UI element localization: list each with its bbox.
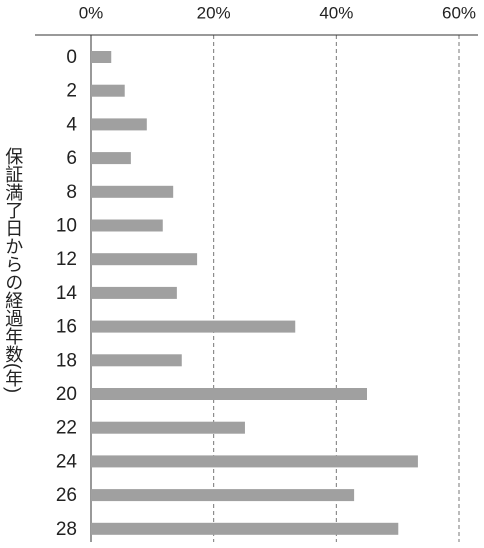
bar xyxy=(91,84,125,97)
y-tick-label: 10 xyxy=(56,216,77,237)
bar xyxy=(91,522,399,535)
bar xyxy=(91,219,163,232)
bar xyxy=(91,253,198,266)
bar xyxy=(91,118,147,131)
bar xyxy=(91,354,182,367)
y-tick-label: 18 xyxy=(56,350,77,371)
bar xyxy=(91,152,131,165)
bar xyxy=(91,286,177,299)
y-tick-label: 22 xyxy=(56,418,77,439)
y-tick-label: 2 xyxy=(66,81,77,102)
y-tick-label: 16 xyxy=(56,317,77,338)
y-tick-label: 12 xyxy=(56,249,77,270)
x-tick-label: 20% xyxy=(197,3,231,22)
y-axis-label: 保証満了日からの経過年数(年) xyxy=(3,147,23,393)
bar xyxy=(91,455,418,468)
bar xyxy=(91,388,367,400)
y-tick-label: 8 xyxy=(66,182,77,203)
y-tick-label: 14 xyxy=(56,283,78,304)
bar xyxy=(91,421,245,434)
y-tick-label: 26 xyxy=(56,485,77,506)
y-tick-label: 20 xyxy=(56,384,77,405)
bar xyxy=(91,320,296,333)
bar xyxy=(91,185,174,198)
bar xyxy=(91,51,112,63)
y-tick-label: 0 xyxy=(66,47,77,68)
x-tick-label: 60% xyxy=(442,3,476,22)
y-tick-label: 4 xyxy=(66,114,77,135)
y-tick-label: 28 xyxy=(56,519,77,540)
y-tick-label: 24 xyxy=(56,451,78,472)
x-tick-label: 40% xyxy=(319,3,353,22)
x-tick-label: 0% xyxy=(79,3,104,22)
bar xyxy=(91,489,355,502)
y-tick-label: 6 xyxy=(66,148,77,169)
